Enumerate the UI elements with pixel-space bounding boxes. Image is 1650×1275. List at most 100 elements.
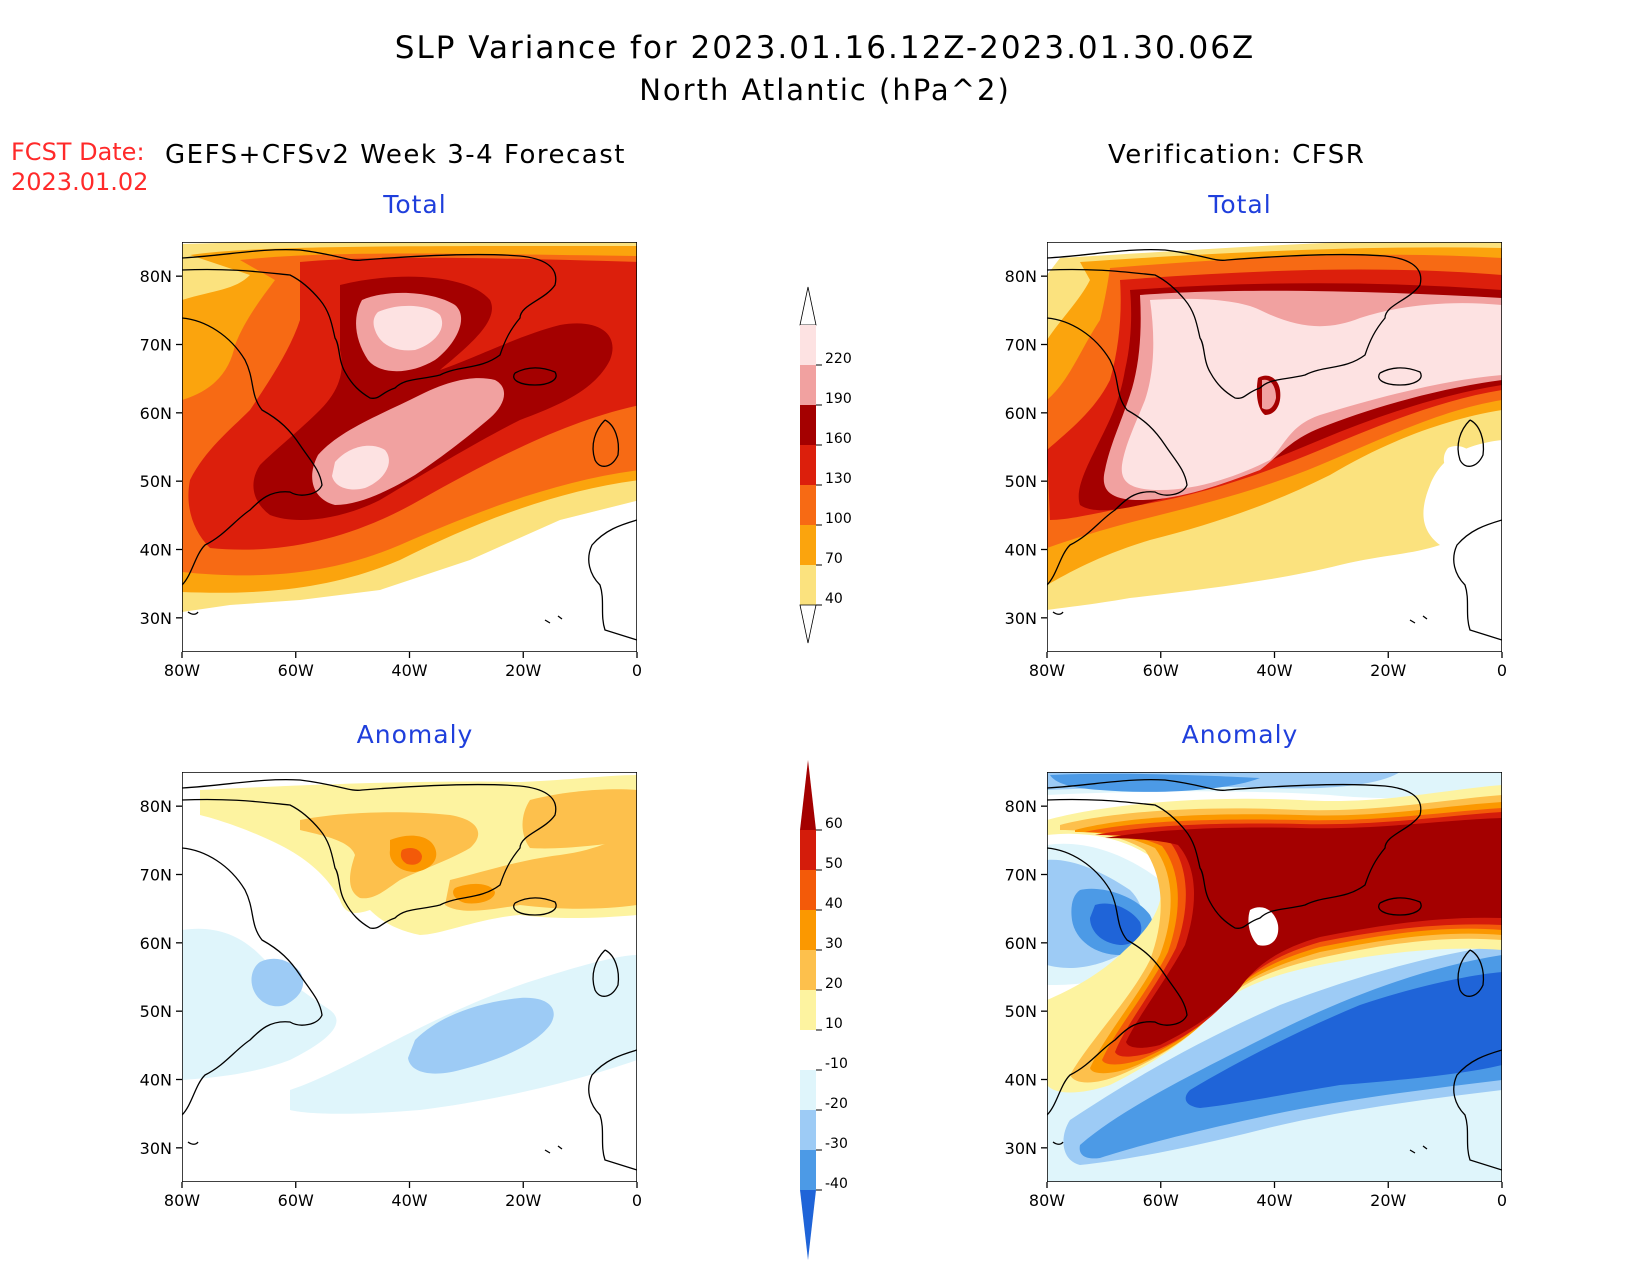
coastlines (182, 249, 637, 641)
colorbar-label: 70 (825, 551, 843, 567)
lat-tick-label: 70N (1005, 336, 1037, 355)
title-line1: SLP Variance for 2023.01.16.12Z-2023.01.… (394, 30, 1256, 66)
contour-minus40-south (1185, 972, 1502, 1108)
lon-tick-label: 40W (1256, 661, 1292, 680)
lon-tick-label: 20W (505, 661, 541, 680)
contour-plus60-notch (1248, 907, 1279, 946)
colorbar-label: -20 (825, 1096, 848, 1112)
lat-tick-label: 70N (140, 866, 172, 885)
colorbar-swatch (800, 565, 816, 605)
lat-tick-label: 30N (1005, 609, 1037, 628)
map-verification-total (1047, 242, 1502, 652)
lat-tick-label: 70N (1005, 866, 1037, 885)
colorbar-swatch (800, 1030, 816, 1070)
axes-forecast-anomaly: 80N 70N 60N 50N 40N 30N 80W 60W 40W 20W 0 (140, 797, 642, 1210)
lon-tick-label: 40W (1256, 1191, 1292, 1210)
lon-tick-label: 20W (505, 1191, 541, 1210)
lat-tick-label: 40N (140, 1071, 172, 1090)
contour-190-notch (1262, 379, 1276, 410)
contour-plus20-north (300, 812, 479, 899)
lon-tick-label: 0 (1497, 661, 1507, 680)
lon-tick-label: 80W (1029, 661, 1065, 680)
coastlines (1047, 249, 1502, 641)
colorbar-swatch (800, 525, 816, 565)
lat-tick-label: 60N (140, 404, 172, 423)
lat-tick-label: 40N (1005, 541, 1037, 560)
colorbar-label: 50 (825, 856, 843, 872)
axes-forecast-total: 80N 70N 60N 50N 40N 30N 80W 60W 40W 20W 0 (140, 267, 642, 680)
lat-tick-label: 80N (1005, 797, 1037, 816)
contour-plus60 (1105, 818, 1502, 1048)
colorbar-swatch (800, 1070, 816, 1110)
map-forecast-total (182, 242, 637, 652)
lat-tick-label: 80N (140, 797, 172, 816)
colorbar-label: 20 (825, 976, 843, 992)
colorbar-label: -30 (825, 1136, 848, 1152)
contour-40-gap (1443, 445, 1478, 481)
lon-tick-label: 80W (1029, 1191, 1065, 1210)
lon-tick-label: 20W (1370, 1191, 1406, 1210)
colorbar-swatch (800, 1150, 816, 1190)
colorbar-label: -40 (825, 1176, 848, 1192)
lat-tick-label: 80N (140, 267, 172, 286)
colorbar-label: 30 (825, 936, 843, 952)
colorbar-anomaly: -40 -30 -20 -10 10 20 30 40 50 60 (800, 760, 848, 1260)
lon-tick-label: 60W (1143, 1191, 1179, 1210)
colorbar-bottom-triangle (799, 604, 817, 644)
colorbar-total: 40 70 100 130 160 190 220 (799, 286, 852, 644)
lat-tick-label: 40N (1005, 1071, 1037, 1090)
lon-tick-label: 60W (278, 661, 314, 680)
colorbar-swatch (800, 990, 816, 1030)
contour-plus20-ne (522, 789, 637, 849)
verification-heading: Verification: CFSR (1108, 140, 1366, 170)
lon-tick-label: 0 (632, 661, 642, 680)
lat-tick-label: 60N (1005, 404, 1037, 423)
colorbar-swatch (800, 325, 816, 365)
colorbar-label: 100 (825, 511, 852, 527)
lat-tick-label: 30N (140, 1139, 172, 1158)
colorbar-label: 190 (825, 391, 852, 407)
lat-tick-label: 50N (1005, 472, 1037, 491)
lat-tick-label: 40N (140, 541, 172, 560)
colorbar-swatch (800, 365, 816, 405)
panel-title-forecast-anomaly: Anomaly (356, 720, 474, 749)
lat-tick-label: 30N (1005, 1139, 1037, 1158)
colorbar-label: 60 (825, 816, 843, 832)
coastlines (182, 779, 637, 1171)
lon-tick-label: 40W (391, 1191, 427, 1210)
contour-220 (1121, 298, 1502, 490)
colorbar-label: 130 (825, 471, 852, 487)
axes-verification-anomaly: 80N 70N 60N 50N 40N 30N 80W 60W 40W 20W 0 (1005, 797, 1507, 1210)
lon-tick-label: 60W (278, 1191, 314, 1210)
lon-tick-label: 20W (1370, 661, 1406, 680)
colorbar-swatch (800, 485, 816, 525)
contour-minus40-west (1090, 903, 1142, 945)
colorbar-swatch (800, 405, 816, 445)
fcst-date-label: FCST Date: (11, 138, 145, 166)
lat-tick-label: 80N (1005, 267, 1037, 286)
lat-tick-label: 70N (140, 336, 172, 355)
forecast-heading: GEFS+CFSv2 Week 3-4 Forecast (165, 140, 626, 170)
contour-220-south (332, 445, 389, 490)
colorbar-swatch (800, 830, 816, 870)
colorbar-label: 160 (825, 431, 852, 447)
coastlines (1047, 779, 1502, 1171)
lat-tick-label: 50N (1005, 1002, 1037, 1021)
map-verification-anomaly (1047, 772, 1502, 1182)
contour-220-north (373, 305, 443, 351)
lat-tick-label: 50N (140, 1002, 172, 1021)
lon-tick-label: 40W (391, 661, 427, 680)
colorbar-bottom-triangle (800, 1190, 816, 1260)
lon-tick-label: 80W (164, 1191, 200, 1210)
lat-tick-label: 60N (1005, 934, 1037, 953)
title-line2: North Atlantic (hPa^2) (639, 73, 1011, 107)
colorbar-label: 220 (825, 351, 852, 367)
colorbar-swatch (800, 950, 816, 990)
axes-layer: 80N 70N 60N 50N 40N 30N 80W 60W 40W 20W 0 80N 70N 60N… (140, 267, 1507, 1210)
map-forecast-anomaly (182, 772, 637, 1182)
colorbar-swatch (800, 910, 816, 950)
axes-verification-total: 80N 70N 60N 50N 40N 30N 80W 60W 40W 20W 0 (1005, 267, 1507, 680)
contour-minus20-west (251, 958, 304, 1007)
contour-plus40 (400, 848, 422, 865)
